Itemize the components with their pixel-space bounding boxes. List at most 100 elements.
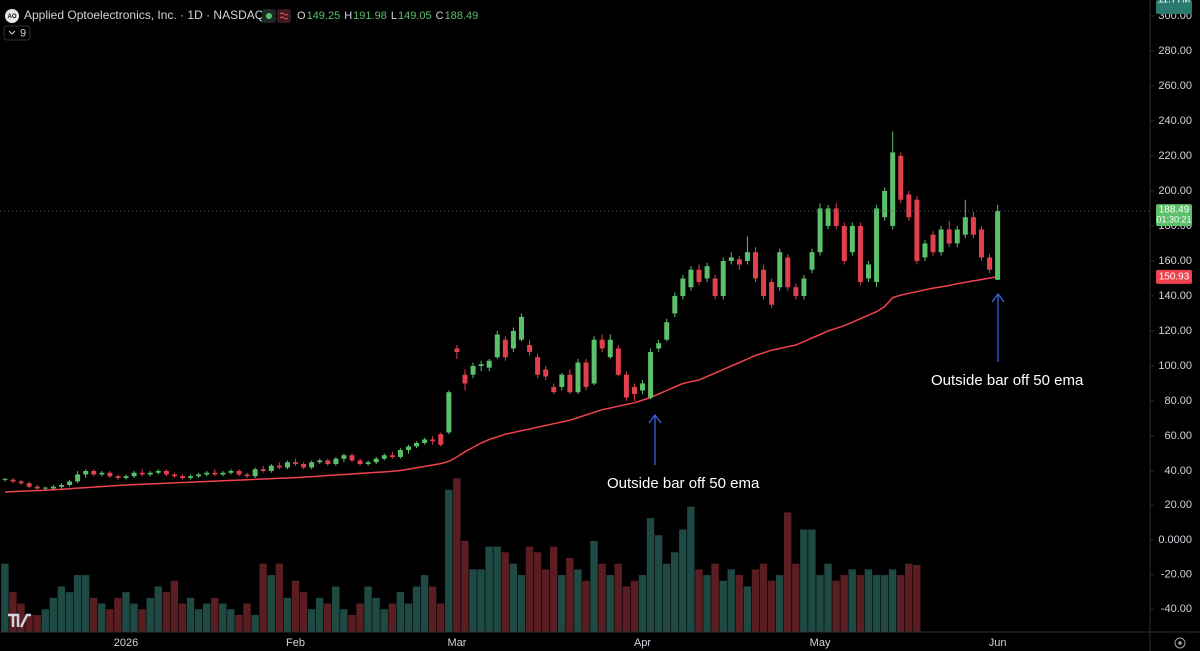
- tv-logo: [8, 613, 31, 628]
- volume-bar: [235, 614, 243, 632]
- candle-body: [874, 208, 880, 282]
- volume-bar: [299, 592, 308, 632]
- volume-bar: [719, 580, 727, 632]
- x-tick-label: Mar: [447, 637, 466, 649]
- settings-icon[interactable]: [1174, 637, 1186, 649]
- candle-body: [930, 234, 936, 253]
- candle-body: [640, 383, 646, 391]
- volume-bar: [453, 478, 461, 632]
- volume-bar: [816, 575, 824, 632]
- volume-bar: [477, 569, 485, 632]
- candle-body: [147, 472, 153, 475]
- candle-body: [914, 199, 920, 261]
- candle-body: [841, 225, 847, 261]
- volume-bar: [525, 546, 534, 632]
- last-price-tag: [1156, 204, 1192, 227]
- volume-bar: [541, 569, 550, 632]
- candle-body: [736, 259, 742, 265]
- candle-body: [970, 217, 976, 235]
- volume-bar: [251, 614, 259, 632]
- volume-bar: [905, 563, 913, 632]
- candle-body: [656, 343, 662, 349]
- volume-bar: [388, 603, 396, 632]
- volume-bar: [759, 563, 768, 632]
- candle-body: [857, 225, 863, 282]
- candle-body: [801, 278, 807, 296]
- candle-body: [712, 278, 718, 296]
- candle-body: [301, 463, 307, 468]
- candle-body: [139, 472, 145, 475]
- candle-body: [906, 194, 912, 218]
- candle-body: [188, 476, 194, 478]
- candle-body: [454, 348, 460, 352]
- candle-body: [196, 474, 202, 477]
- candle-body: [696, 269, 702, 282]
- status-dot: [266, 13, 272, 19]
- candle-body: [276, 465, 282, 468]
- volume-bar: [315, 597, 324, 632]
- candle-body: [817, 208, 823, 253]
- volume-tag: [1156, 0, 1192, 14]
- volume-bar: [574, 569, 582, 632]
- candle-body: [333, 458, 339, 464]
- candle-body: [75, 474, 81, 482]
- candle-body: [995, 211, 1001, 280]
- volume-bar: [404, 603, 413, 632]
- y-tick-label: 240.00: [1158, 115, 1192, 127]
- volume-bar: [122, 592, 130, 632]
- candle-body: [341, 455, 347, 459]
- candle-body: [631, 386, 637, 394]
- volume-bar: [566, 557, 574, 632]
- volume-bar: [106, 609, 114, 632]
- candle-body: [527, 344, 533, 352]
- candle-body: [252, 469, 258, 477]
- volume-bar: [679, 529, 687, 632]
- indicator-box[interactable]: [3, 25, 31, 41]
- volume-bar: [162, 592, 170, 632]
- volume-bar: [646, 518, 655, 632]
- volume-bar: [880, 575, 889, 632]
- candle-body: [42, 487, 48, 489]
- volume-bar: [146, 597, 154, 632]
- volume-bar: [49, 597, 58, 632]
- candle-layer: [2, 131, 1001, 491]
- candle-body: [462, 374, 468, 384]
- candle-body: [865, 264, 871, 279]
- y-tick-label: 220.00: [1158, 150, 1192, 162]
- volume-bar: [219, 603, 227, 632]
- candle-body: [414, 442, 420, 447]
- candle-body: [389, 455, 395, 457]
- candle-body: [309, 462, 315, 468]
- y2-tick-label: 0.0000: [1158, 534, 1192, 546]
- candle-body: [664, 322, 670, 340]
- candle-body: [648, 351, 654, 398]
- candle-body: [785, 257, 791, 288]
- y-tick-label: 40.00: [1164, 465, 1192, 477]
- candle-body: [171, 474, 177, 477]
- chevron: [8, 30, 16, 35]
- candle-body: [954, 229, 960, 244]
- logo-text: AO: [8, 14, 17, 20]
- volume-bar: [840, 575, 848, 632]
- last-price-label: 188.49: [1159, 205, 1190, 216]
- candle-body: [494, 334, 500, 358]
- volume-bar: [800, 529, 808, 632]
- candle-body: [155, 470, 161, 473]
- candle-body: [978, 229, 984, 258]
- ohlc-value: 149.05: [398, 10, 432, 22]
- candle-body: [833, 208, 839, 226]
- annotation: Outside bar off 50 ema: [931, 372, 1084, 389]
- volume-bar: [259, 563, 267, 632]
- volume-bar: [614, 563, 622, 632]
- volume-bar: [65, 592, 74, 632]
- volume-bar: [186, 597, 195, 632]
- candle-body: [688, 269, 694, 288]
- volume-bar: [340, 609, 348, 632]
- candle-body: [623, 374, 629, 398]
- volume-bar: [9, 592, 17, 632]
- volume-bar: [872, 575, 881, 632]
- volume-bar: [654, 535, 663, 632]
- candle-body: [381, 455, 387, 459]
- candle-body: [180, 476, 186, 478]
